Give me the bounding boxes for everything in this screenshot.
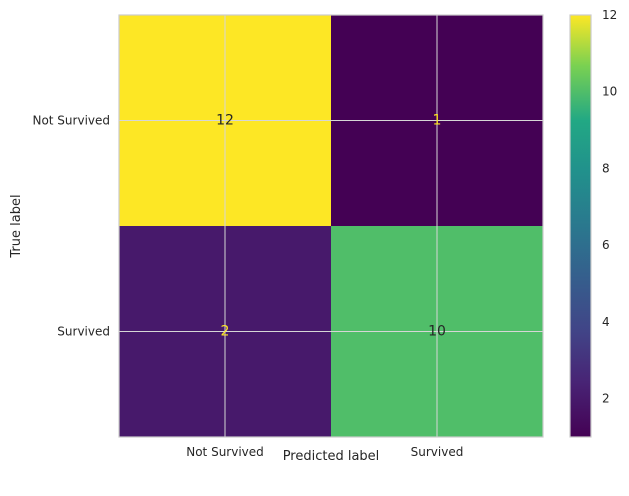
y-tick-label: Not Survived: [32, 114, 110, 128]
x-tick-labels: Not Survived Survived: [186, 445, 463, 459]
colorbar-tick-label: 10: [602, 85, 617, 99]
colorbar-tick-label: 12: [602, 8, 617, 22]
cell-value-label: 12: [216, 113, 234, 129]
cell-value-label: 10: [428, 324, 446, 340]
heatmap-cells: [119, 15, 543, 437]
y-axis-label: True label: [9, 194, 24, 258]
x-tick-label: Survived: [411, 445, 464, 459]
heatmap-grid: [119, 15, 543, 437]
colorbar-tick-label: 4: [602, 315, 610, 329]
cell-value-label: 2: [221, 324, 230, 340]
y-tick-label: Survived: [57, 325, 110, 339]
x-tick-label: Not Survived: [186, 445, 264, 459]
colorbar-tick-label: 6: [602, 238, 610, 252]
colorbar-ticks: 2 4 6 8 10 12: [602, 8, 617, 406]
y-tick-labels: Not Survived Survived: [32, 114, 110, 339]
plot-frame: [118, 14, 544, 438]
colorbar-tick-label: 8: [602, 161, 610, 175]
x-axis-label: Predicted label: [283, 449, 380, 464]
colorbar: [569, 14, 592, 438]
cell-annotations: 12 12 10: [216, 113, 446, 340]
cell-value-label: 1: [433, 113, 442, 129]
colorbar-tick-label: 2: [602, 392, 610, 406]
